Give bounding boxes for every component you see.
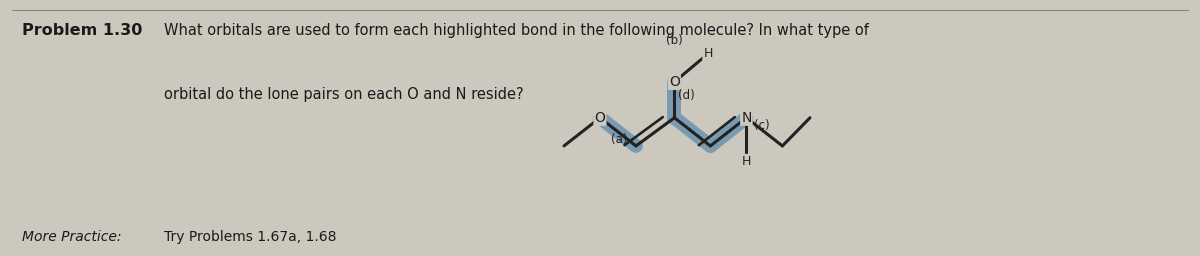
Text: H: H bbox=[742, 155, 751, 168]
Text: What orbitals are used to form each highlighted bond in the following molecule? : What orbitals are used to form each high… bbox=[164, 23, 869, 38]
Text: O: O bbox=[594, 111, 606, 125]
Text: O: O bbox=[668, 75, 680, 89]
Text: (a): (a) bbox=[611, 133, 628, 146]
Text: N: N bbox=[742, 111, 751, 125]
Text: H: H bbox=[703, 47, 713, 60]
Text: (c): (c) bbox=[754, 119, 770, 132]
Text: orbital do the lone pairs on each O and N reside?: orbital do the lone pairs on each O and … bbox=[164, 87, 524, 102]
Text: More Practice:: More Practice: bbox=[22, 230, 121, 244]
Text: Problem 1.30: Problem 1.30 bbox=[22, 23, 142, 38]
Text: (d): (d) bbox=[678, 90, 695, 102]
Text: (b): (b) bbox=[666, 35, 683, 47]
Text: Try Problems 1.67a, 1.68: Try Problems 1.67a, 1.68 bbox=[164, 230, 337, 244]
